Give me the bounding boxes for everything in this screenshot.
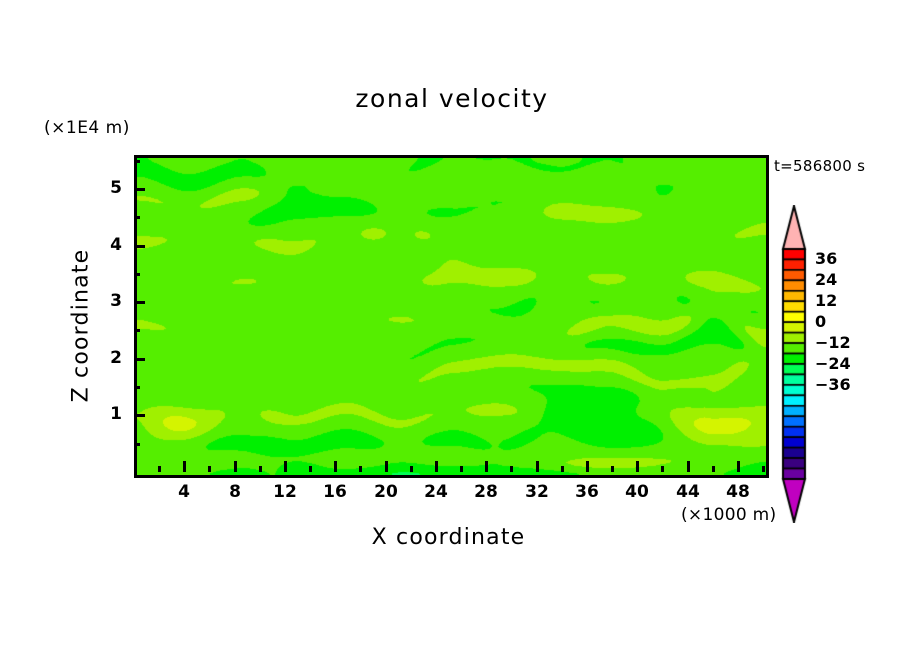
y-tick-minor	[134, 329, 140, 332]
y-tick-minor	[134, 216, 140, 219]
colorbar-tick-label: 24	[815, 270, 838, 290]
x-tick-minor	[410, 466, 413, 472]
x-tick-major	[586, 461, 589, 472]
contour-field-canvas	[137, 158, 766, 475]
x-tick-major	[536, 461, 539, 472]
x-tick-major	[183, 461, 186, 472]
x-tick-label: 8	[229, 482, 241, 502]
x-tick-major	[737, 461, 740, 472]
plot-area	[134, 155, 769, 478]
x-tick-label: 40	[625, 482, 649, 502]
x-tick-minor	[309, 466, 312, 472]
x-tick-major	[687, 461, 690, 472]
x-tick-label: 36	[575, 482, 599, 502]
x-tick-minor	[359, 466, 362, 472]
x-tick-major	[284, 461, 287, 472]
page-title: zonal velocity	[355, 84, 549, 113]
y-tick-label: 3	[110, 291, 122, 311]
x-tick-minor	[661, 466, 664, 472]
y-tick-major	[134, 358, 145, 361]
colorbar-tick-label: 0	[815, 312, 827, 332]
x-tick-minor	[712, 466, 715, 472]
y-tick-major	[134, 414, 145, 417]
x-tick-minor	[510, 466, 513, 472]
x-tick-minor	[611, 466, 614, 472]
x-tick-label: 48	[726, 482, 750, 502]
x-tick-major	[234, 461, 237, 472]
colorbar-tick-label: −36	[815, 374, 851, 394]
colorbar-tick-label: 36	[815, 249, 838, 269]
x-tick-label: 28	[474, 482, 498, 502]
y-tick-label: 1	[110, 404, 122, 424]
y-tick-label: 4	[110, 235, 122, 255]
x-tick-minor	[762, 466, 765, 472]
y-axis-title: Z coordinate	[68, 248, 94, 403]
x-tick-label: 20	[374, 482, 398, 502]
colorbar-tick-label: 12	[815, 291, 838, 311]
y-tick-minor	[134, 160, 140, 163]
y-tick-minor	[134, 273, 140, 276]
x-tick-major	[485, 461, 488, 472]
time-stamp-annotation: t=586800 s	[774, 157, 866, 175]
x-tick-major	[435, 461, 438, 472]
colorbar	[781, 205, 807, 523]
y-tick-minor	[134, 443, 140, 446]
y-tick-minor	[134, 386, 140, 389]
x-axis-unit-label: (×1000 m)	[681, 505, 777, 525]
x-tick-label: 4	[178, 482, 190, 502]
colorbar-tick-label: −24	[815, 354, 851, 373]
y-tick-label: 2	[110, 348, 122, 368]
y-tick-label: 5	[110, 178, 122, 198]
x-tick-minor	[158, 466, 161, 472]
colorbar-tick-label: −12	[815, 333, 851, 353]
y-tick-major	[134, 301, 145, 304]
x-tick-minor	[561, 466, 564, 472]
x-tick-label: 44	[676, 482, 700, 502]
x-tick-minor	[460, 466, 463, 472]
x-tick-label: 16	[323, 482, 347, 502]
x-tick-major	[334, 461, 337, 472]
x-tick-label: 32	[525, 482, 549, 502]
x-tick-label: 24	[424, 482, 448, 502]
colorbar-canvas	[781, 205, 807, 523]
x-axis-title: X coordinate	[371, 525, 526, 550]
x-tick-major	[636, 461, 639, 472]
x-tick-major	[385, 461, 388, 472]
x-tick-label: 12	[273, 482, 297, 502]
x-tick-minor	[208, 466, 211, 472]
y-tick-major	[134, 245, 145, 248]
y-axis-unit-label: (×1E4 m)	[44, 118, 130, 138]
y-tick-major	[134, 188, 145, 191]
x-tick-minor	[259, 466, 262, 472]
